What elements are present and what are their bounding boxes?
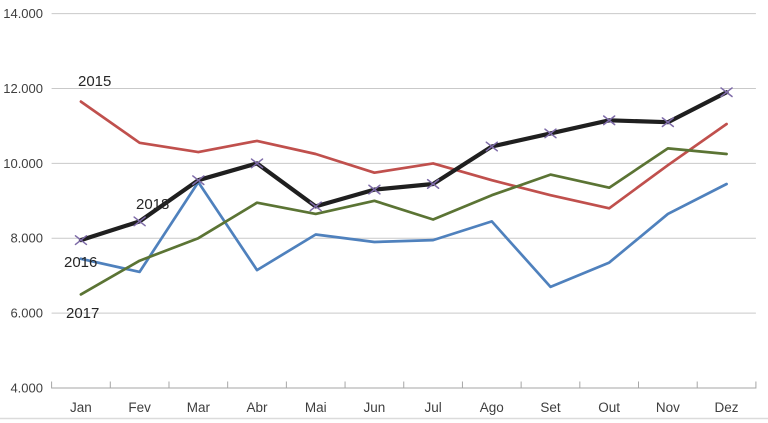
series-line-2017: [79, 147, 728, 296]
marker-x-2018-Nov: [661, 117, 675, 128]
marker-x-2018-Out: [602, 115, 616, 126]
series-line-2016: [79, 180, 728, 289]
marker-stroke: [309, 201, 322, 212]
marker-x-2018-Jun: [368, 184, 381, 195]
x-axis-label-mai: Mai: [305, 400, 327, 415]
marker-stroke: [133, 216, 146, 227]
x-axis-label-out: Out: [598, 400, 620, 415]
marker-x-2018-Mai: [309, 201, 322, 212]
y-axis-label-10.000: 10.000: [3, 156, 43, 171]
series-annotation-2017: 2017: [66, 305, 99, 322]
marker-stroke: [720, 87, 733, 98]
x-axis-label-jan: Jan: [70, 400, 92, 415]
x-axis-label-dez: Dez: [715, 400, 739, 415]
marker-x-2018-Dez: [720, 87, 733, 98]
marker-x-2018-Ago: [485, 141, 499, 152]
series-annotation-2018: 2018: [136, 196, 169, 213]
marker-stroke: [250, 158, 264, 169]
marker-stroke: [661, 117, 675, 128]
marker-x-2018-Fev: [133, 216, 146, 227]
marker-x-2018-Jan: [74, 235, 88, 246]
marker-x-2018-Jul: [426, 178, 440, 190]
y-axis-label-6.000: 6.000: [10, 306, 43, 321]
marker-stroke: [602, 115, 616, 126]
x-axis-label-mar: Mar: [187, 400, 211, 415]
marker-stroke: [368, 184, 381, 195]
marker-stroke: [485, 141, 499, 152]
x-axis-label-fev: Fev: [128, 400, 151, 415]
marker-stroke: [426, 178, 440, 190]
marker-stroke: [74, 235, 88, 246]
y-axis-label-14.000: 14.000: [3, 6, 43, 21]
x-axis-label-nov: Nov: [656, 400, 680, 415]
x-axis-label-jul: Jul: [424, 400, 441, 415]
marker-x-2018-Mar: [192, 175, 205, 186]
x-axis-label-abr: Abr: [247, 400, 269, 415]
x-axis-label-set: Set: [540, 400, 561, 415]
marker-x-2018-Set: [544, 128, 557, 139]
x-axis-label-ago: Ago: [480, 400, 504, 415]
series-line-2018: [78, 90, 729, 243]
marker-x-2018-Abr: [250, 158, 264, 169]
marker-stroke: [192, 175, 205, 186]
x-axis-label-jun: Jun: [364, 400, 386, 415]
y-axis-label-12.000: 12.000: [3, 81, 43, 96]
marker-stroke: [544, 128, 557, 139]
series-annotation-2016: 2016: [64, 254, 97, 271]
series-line-2015: [79, 100, 728, 210]
y-axis-label-8.000: 8.000: [10, 231, 43, 246]
series-annotation-2015: 2015: [78, 73, 111, 90]
y-axis-label-4.000: 4.000: [10, 381, 43, 396]
